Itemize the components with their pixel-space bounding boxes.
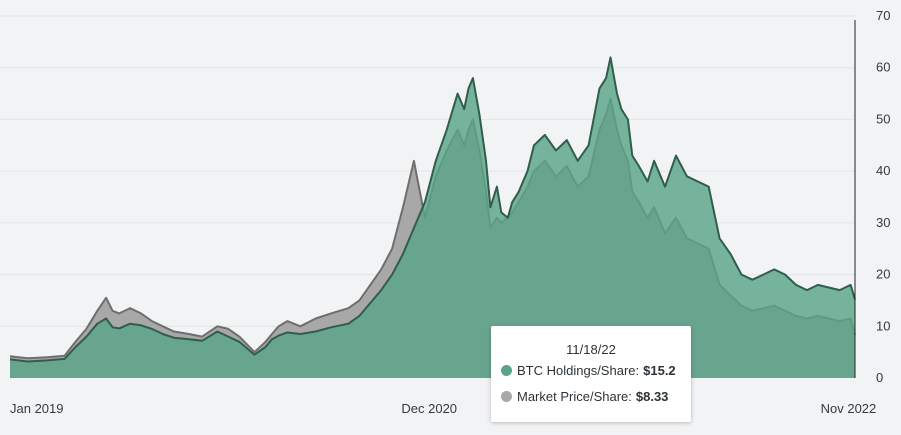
y-tick-label: 10 [876, 318, 890, 333]
y-tick-label: 50 [876, 111, 890, 126]
series-layer [9, 56, 856, 379]
tooltip-row-btc: BTC Holdings/Share: $15.2 [501, 363, 676, 378]
y-tick-label: 20 [876, 267, 890, 282]
y-tick-label: 30 [876, 215, 890, 230]
btc-area [10, 57, 855, 379]
tooltip-market-label: Market Price/Share: [517, 389, 632, 404]
market-legend-dot [501, 391, 512, 402]
x-tick-label: Jan 2019 [10, 401, 64, 416]
x-tick-label: Dec 2020 [401, 401, 457, 416]
tooltip-btc-label: BTC Holdings/Share: [517, 363, 640, 378]
tooltip-market-value: $8.33 [635, 389, 669, 404]
x-axis: Jan 2019 Dec 2020 Nov 2022 [10, 401, 876, 416]
y-tick-label: 40 [876, 163, 890, 178]
y-tick-label: 60 [876, 60, 890, 75]
y-axis: 0 10 20 30 40 50 60 70 [876, 8, 890, 385]
y-tick-label: 70 [876, 8, 890, 23]
tooltip-btc-value: $15.2 [643, 363, 676, 378]
x-tick-label: Nov 2022 [821, 401, 877, 416]
y-tick-label: 0 [876, 370, 883, 385]
tooltip: 11/18/22 BTC Holdings/Share: $15.2 Marke… [491, 326, 691, 422]
tooltip-date: 11/18/22 [566, 342, 616, 357]
btc-line [9, 56, 856, 363]
btc-legend-dot [501, 365, 512, 376]
tooltip-row-market: Market Price/Share: $8.33 [501, 389, 668, 404]
